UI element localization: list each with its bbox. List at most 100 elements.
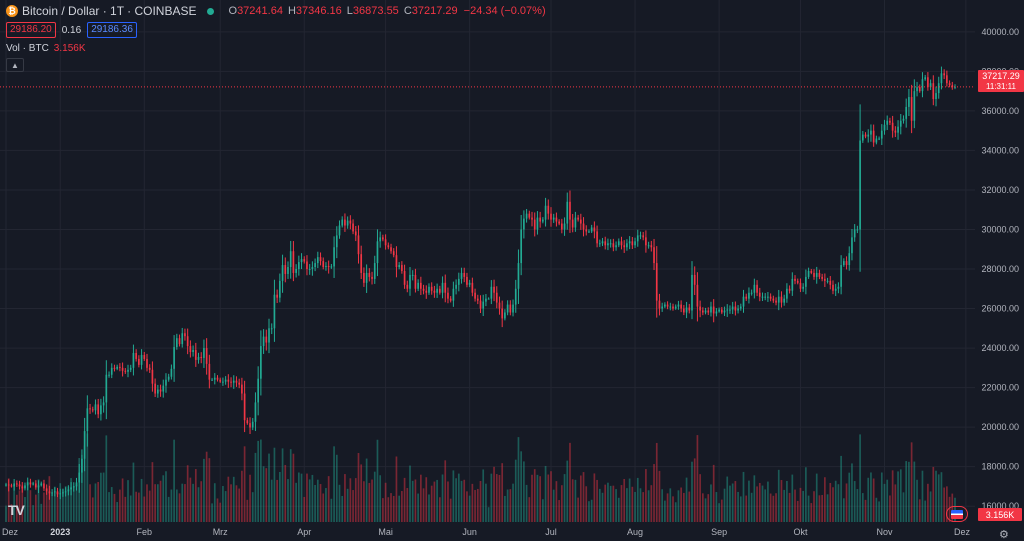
volume-bar	[946, 486, 948, 522]
volume-bar	[5, 505, 7, 522]
volume-bar	[208, 458, 211, 522]
gear-icon[interactable]: ⚙	[999, 529, 1009, 541]
volume-bar	[636, 477, 639, 522]
candle-body	[281, 265, 284, 281]
candle-body	[832, 284, 834, 291]
last-price-tag: 37217.29 11:31:11	[978, 70, 1024, 92]
candle-body	[75, 482, 78, 487]
volume-bar	[420, 474, 422, 522]
volume-bar	[829, 482, 832, 522]
price-tick-label: 40000.00	[981, 27, 1019, 37]
candle-body	[764, 296, 767, 298]
candle-body	[273, 294, 276, 329]
candle-body	[289, 251, 292, 268]
candle-body	[330, 266, 333, 268]
us-flag-icon[interactable]	[946, 506, 968, 522]
volume-bar	[645, 469, 647, 522]
volume-bar	[563, 474, 566, 522]
candle-body	[889, 120, 891, 123]
volume-bar	[333, 446, 335, 522]
volume-value: 3.156K	[53, 43, 86, 54]
volume-bar	[495, 474, 498, 522]
volume-bar	[371, 479, 373, 522]
collapse-legend-button[interactable]: ▲	[6, 58, 24, 72]
candle-body	[159, 389, 162, 392]
candle-body	[430, 286, 433, 291]
candle-body	[837, 286, 840, 289]
symbol-header: ₿ Bitcoin / Dollar · 1T · COINBASE O 3724…	[6, 3, 546, 19]
candle-body	[582, 223, 585, 230]
time-tick-label: Aug	[627, 527, 643, 537]
volume-bar	[693, 458, 696, 522]
volume-bar	[750, 492, 753, 522]
volume-bar	[615, 489, 617, 522]
volume-bar	[56, 492, 59, 522]
candle-body	[43, 483, 45, 489]
candle-body	[224, 379, 227, 382]
candle-body	[506, 304, 509, 313]
volume-bar	[81, 454, 83, 522]
candle-body	[83, 431, 86, 459]
volume-bar	[181, 483, 184, 522]
volume-bar	[116, 502, 119, 522]
volume-bar	[138, 492, 140, 522]
candle-body	[943, 73, 945, 76]
candle-body	[457, 278, 460, 285]
candle-body	[948, 83, 951, 86]
volume-legend[interactable]: Vol · BTC 3.156K	[6, 43, 86, 54]
bitcoin-icon: ₿	[6, 5, 18, 17]
tradingview-logo-icon[interactable]: TV	[8, 502, 25, 518]
volume-bar	[398, 495, 400, 522]
price-tick-label: 36000.00	[981, 106, 1019, 116]
volume-bar	[902, 492, 905, 522]
candle-body	[279, 280, 281, 298]
candle-body	[105, 374, 108, 403]
candle-body	[64, 491, 67, 493]
volume-bar	[905, 461, 908, 522]
volume-bar	[794, 489, 796, 522]
volume-bar	[468, 495, 471, 522]
candle-body	[493, 286, 495, 293]
candle-body	[425, 290, 428, 293]
candle-body	[325, 266, 327, 268]
candle-body	[514, 288, 517, 305]
candle-body	[376, 241, 379, 264]
volume-bar	[943, 487, 945, 522]
candle-body	[411, 274, 414, 276]
volume-bar	[430, 485, 433, 522]
volume-bar	[612, 485, 615, 522]
candle-body	[924, 77, 927, 80]
candle-body	[173, 347, 175, 369]
candle-body	[428, 286, 430, 293]
volume-bar	[734, 481, 737, 522]
candle-body	[542, 219, 544, 222]
candle-body	[796, 280, 799, 283]
volume-bar	[878, 501, 880, 522]
volume-bar	[447, 481, 449, 522]
buy-button[interactable]: 29186.36	[87, 22, 137, 38]
candle-body	[734, 306, 737, 311]
volume-bar	[257, 440, 260, 522]
volume-bar	[883, 483, 886, 522]
time-tick-label: Jun	[462, 527, 477, 537]
candle-body	[181, 333, 184, 345]
candle-body	[544, 205, 547, 220]
candle-body	[53, 491, 56, 493]
candle-body	[902, 118, 905, 121]
candle-body	[558, 221, 560, 224]
candle-body	[216, 377, 219, 380]
volume-bar	[251, 492, 254, 522]
candle-body	[344, 219, 346, 226]
volume-bar	[62, 489, 64, 522]
candle-body	[772, 298, 775, 301]
close-label: C	[403, 5, 412, 17]
volume-bar	[661, 489, 664, 522]
symbol-title[interactable]: Bitcoin / Dollar · 1T · COINBASE	[22, 4, 197, 18]
candle-body	[392, 251, 395, 256]
volume-bar	[379, 475, 382, 522]
candle-body	[848, 253, 851, 266]
sell-button[interactable]: 29186.20	[6, 22, 56, 38]
volume-bar	[802, 490, 805, 522]
volume-bar	[739, 496, 742, 522]
